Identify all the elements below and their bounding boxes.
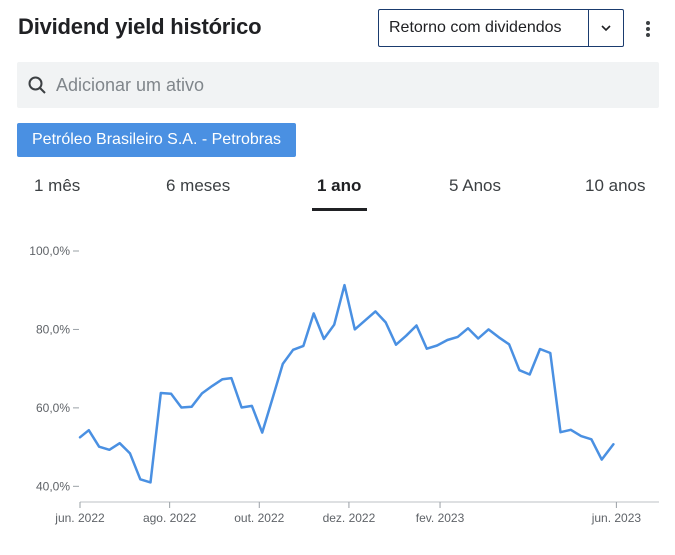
y-tick-label: 80,0% bbox=[36, 322, 70, 336]
x-tick-label: jun. 2023 bbox=[591, 511, 642, 525]
period-tabs: 1 mês 6 meses 1 ano 5 Anos 10 anos bbox=[0, 164, 675, 212]
y-tick-label: 60,0% bbox=[36, 401, 70, 415]
active-tab-indicator bbox=[312, 208, 367, 211]
metric-dropdown[interactable]: Retorno com dividendos bbox=[378, 9, 624, 47]
dividend-yield-chart: 100,0% 80,0% 60,0% 40,0% jun. 2022 ago. 2022 o… bbox=[29, 244, 659, 525]
search-input[interactable] bbox=[54, 73, 638, 97]
more-options-icon[interactable] bbox=[638, 14, 658, 44]
x-tick-label: jun. 2022 bbox=[54, 511, 105, 525]
tab-1-ano[interactable]: 1 ano bbox=[317, 176, 362, 195]
chevron-down-icon[interactable] bbox=[588, 10, 623, 46]
y-tick-label: 100,0% bbox=[29, 244, 70, 258]
tab-6-meses[interactable]: 6 meses bbox=[166, 176, 231, 195]
metric-dropdown-value: Retorno com dividendos bbox=[389, 19, 562, 36]
tab-5-anos[interactable]: 5 Anos bbox=[449, 176, 501, 195]
x-tick-label: ago. 2022 bbox=[143, 511, 197, 525]
search-bar[interactable] bbox=[17, 62, 659, 108]
series-line bbox=[78, 283, 615, 484]
search-icon bbox=[26, 74, 48, 96]
y-tick-label: 40,0% bbox=[36, 479, 70, 493]
x-tick-label: out. 2022 bbox=[234, 511, 284, 525]
page-title: Dividend yield histórico bbox=[18, 14, 262, 39]
tab-10-anos[interactable]: 10 anos bbox=[585, 176, 646, 195]
asset-chip[interactable]: Petróleo Brasileiro S.A. - Petrobras bbox=[17, 123, 296, 157]
tab-1-mes[interactable]: 1 mês bbox=[34, 176, 81, 195]
x-tick-label: fev. 2023 bbox=[416, 511, 465, 525]
x-tick-label: dez. 2022 bbox=[323, 511, 376, 525]
